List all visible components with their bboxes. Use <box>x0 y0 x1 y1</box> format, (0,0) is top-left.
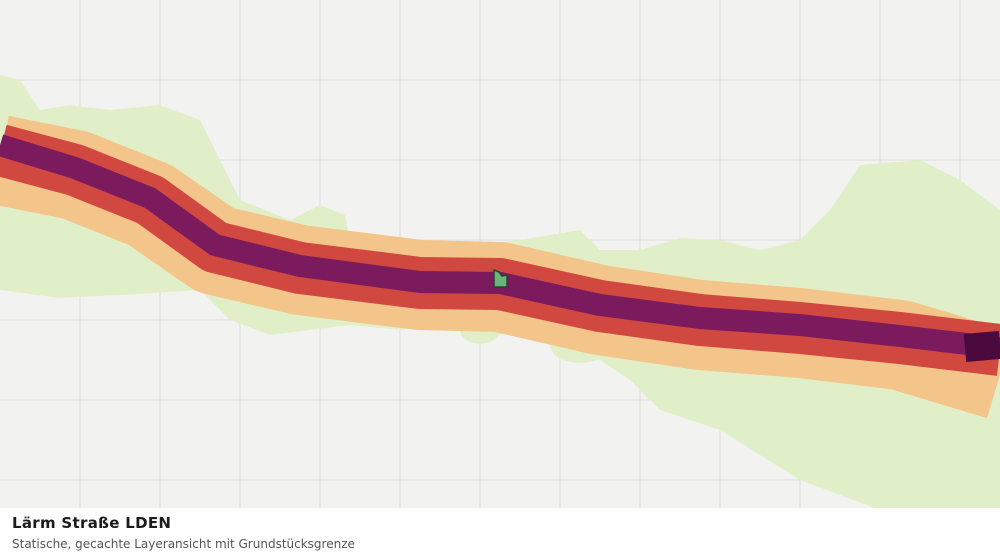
noise-zone-darkest <box>963 331 1000 362</box>
caption-title: Lärm Straße LDEN <box>12 514 172 532</box>
noise-bands <box>0 115 1000 419</box>
caption-subtitle: Statische, gecachte Layeransicht mit Gru… <box>12 537 355 551</box>
parcel-boundary <box>493 268 508 288</box>
caption-panel: Lärm Straße LDEN Statische, gecachte Lay… <box>0 508 1000 560</box>
noise-zone-purple <box>0 134 1000 359</box>
